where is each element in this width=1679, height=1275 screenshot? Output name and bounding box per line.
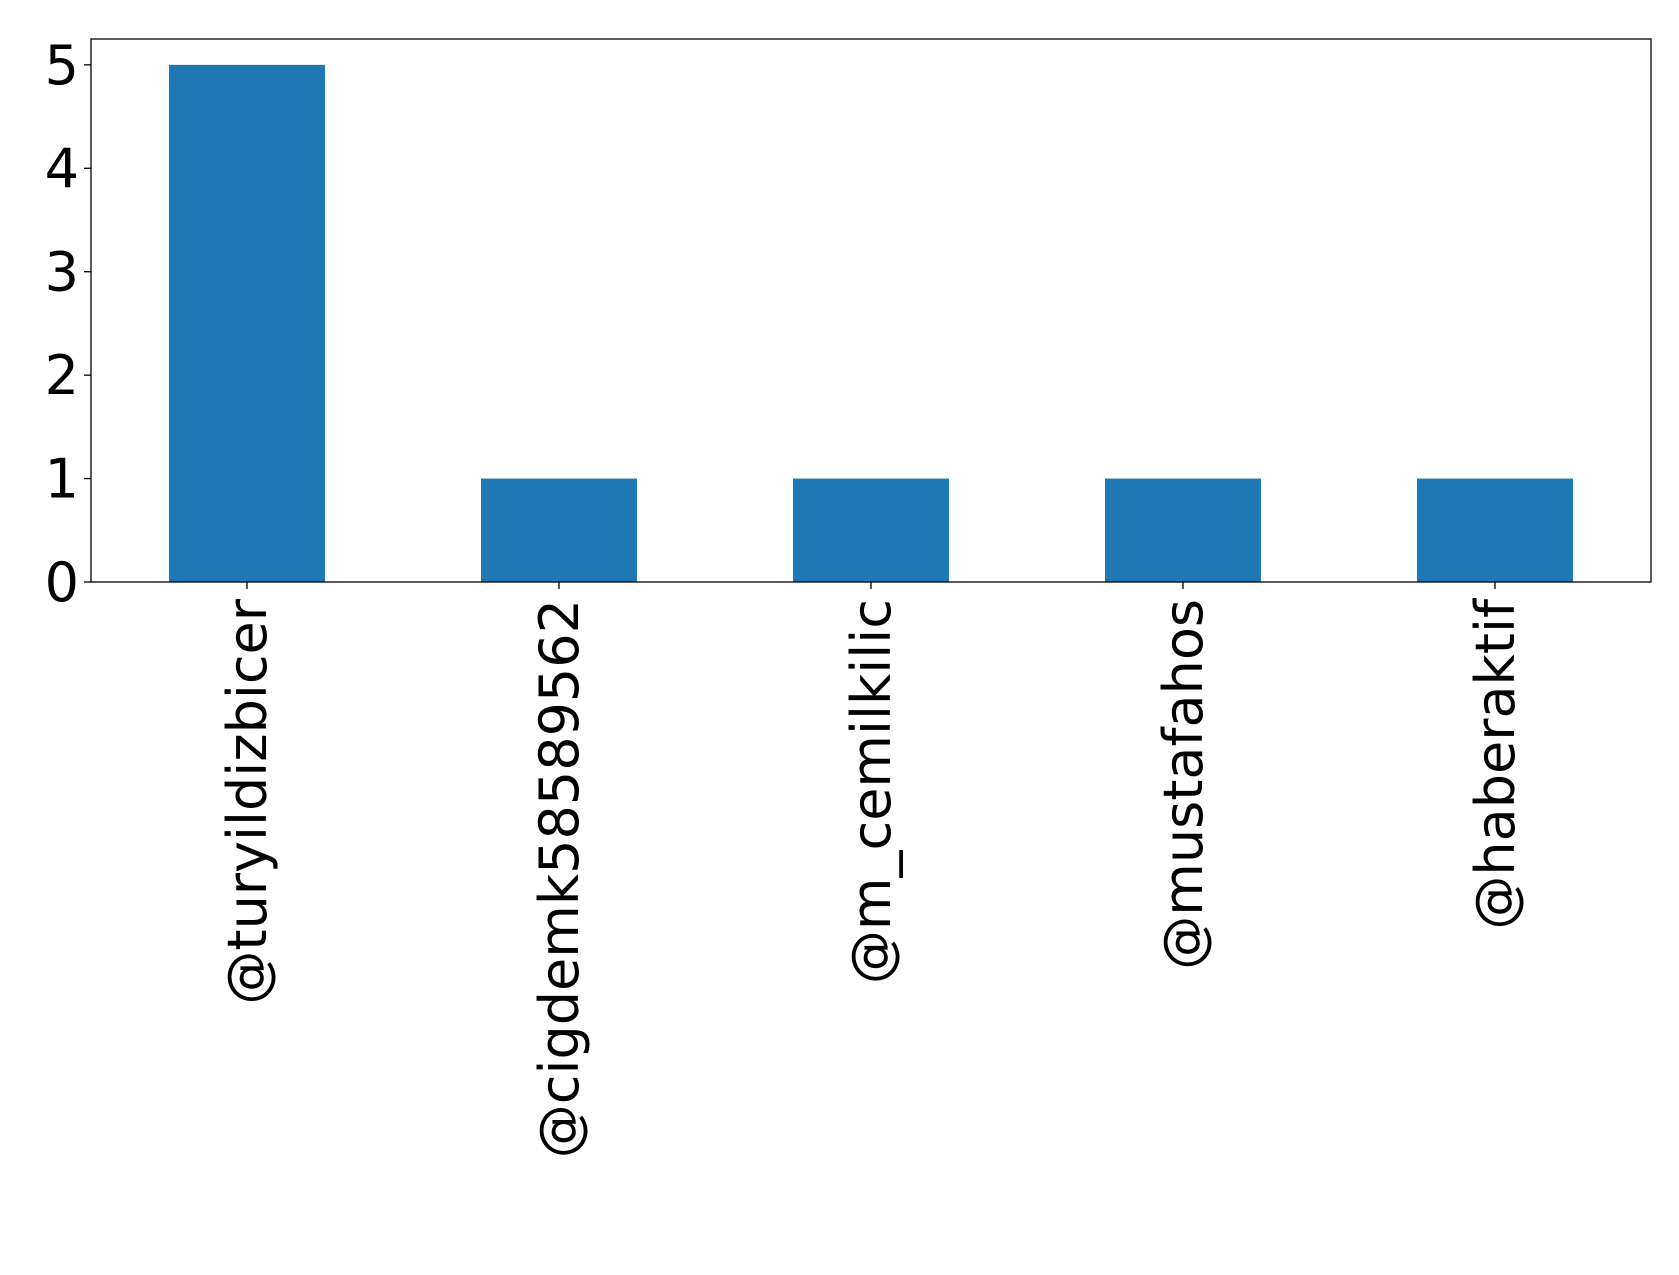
bar-0 xyxy=(169,64,325,583)
y-axis: 0 1 2 3 4 5 xyxy=(45,34,91,614)
bar-4 xyxy=(1417,478,1573,582)
bar-3 xyxy=(1105,478,1261,582)
y-tick-label: 2 xyxy=(45,344,79,407)
bar-1 xyxy=(481,478,637,582)
y-tick-label: 5 xyxy=(45,34,79,97)
y-tick-label: 3 xyxy=(45,241,79,304)
x-tick-label: @m_cemilkilic xyxy=(840,599,903,984)
bar-2 xyxy=(793,478,949,582)
x-tick-label: @turyildizbicer xyxy=(216,598,279,1004)
x-tick-label: @cigdemk5858956​2 xyxy=(528,599,591,1158)
bars-group xyxy=(169,64,1573,583)
y-tick-label: 0 xyxy=(45,551,79,614)
x-tick-label: @mustafahos xyxy=(1152,599,1215,970)
x-axis: @turyildizbicer @cigdemk5858956​2 @m_cemil… xyxy=(216,582,1527,1158)
x-tick-label: @haberaktif xyxy=(1464,597,1527,930)
y-tick-label: 1 xyxy=(45,448,79,511)
plot-frame xyxy=(90,38,1652,583)
y-tick-label: 4 xyxy=(45,137,79,200)
